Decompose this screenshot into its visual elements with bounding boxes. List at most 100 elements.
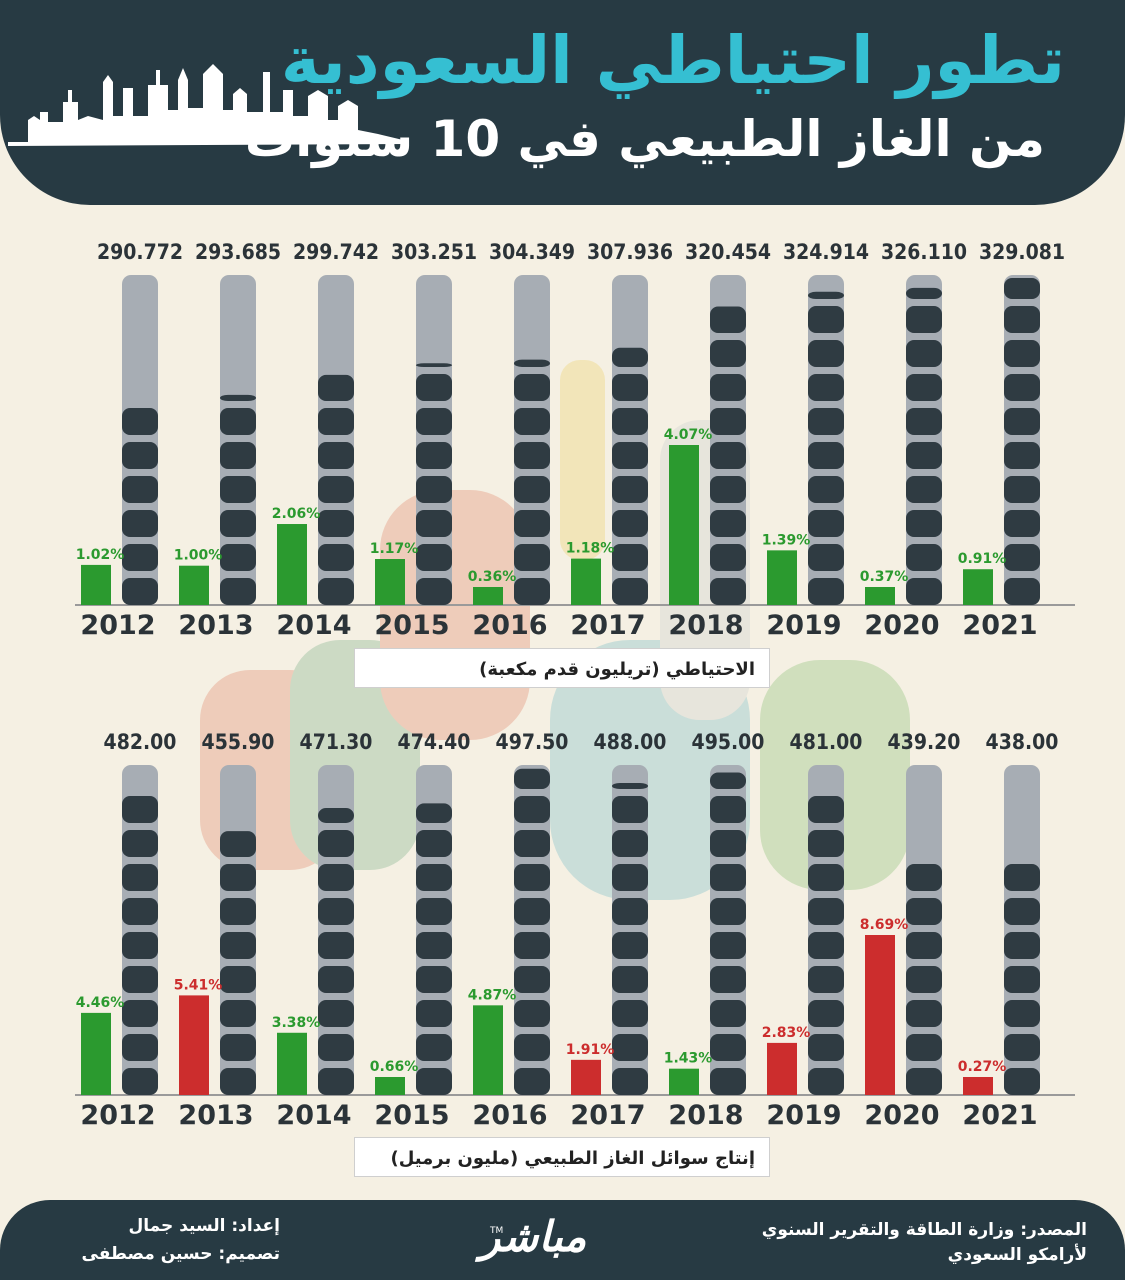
- value-label: 471.30: [300, 730, 373, 754]
- value-segment: [808, 442, 844, 469]
- value-segment: [710, 374, 746, 401]
- year-label: 2012: [80, 1100, 155, 1131]
- value-segment: [220, 544, 256, 571]
- value-segment: [1004, 966, 1040, 993]
- value-segment: [416, 864, 452, 891]
- value-segment: [318, 864, 354, 891]
- designed-by: تصميم: حسين مصطفى: [81, 1244, 281, 1264]
- value-segment: [122, 830, 158, 857]
- value-segment: [710, 306, 746, 333]
- value-segment: [122, 1068, 158, 1095]
- value-segment: [416, 363, 452, 367]
- value-segment: [1004, 1034, 1040, 1061]
- value-segment: [612, 932, 648, 959]
- value-segment: [122, 476, 158, 503]
- growth-bar: [865, 587, 895, 605]
- value-segment: [612, 442, 648, 469]
- value-segment: [514, 1068, 550, 1095]
- value-segment: [122, 1034, 158, 1061]
- ngl-production-chart: 482.00 4.46% 2012 455.90 5.41% 2013 471.30 3.38…: [75, 730, 1075, 1131]
- value-segment: [514, 476, 550, 503]
- year-label: 2015: [374, 1100, 449, 1131]
- value-segment: [1004, 408, 1040, 435]
- value-segment: [416, 830, 452, 857]
- reserves-axis-label: الاحتياطي (تريليون قدم مكعبة): [354, 648, 770, 688]
- value-segment: [514, 442, 550, 469]
- value-segment: [710, 510, 746, 537]
- value-segment: [1004, 476, 1040, 503]
- growth-label: 2.06%: [272, 506, 321, 522]
- value-segment: [808, 932, 844, 959]
- value-segment: [1004, 544, 1040, 571]
- value-label: 482.00: [104, 730, 177, 754]
- value-segment: [416, 408, 452, 435]
- value-segment: [1004, 1068, 1040, 1095]
- value-segment: [416, 898, 452, 925]
- value-segment: [808, 864, 844, 891]
- growth-bar: [81, 1012, 111, 1095]
- value-label: 307.936: [587, 240, 673, 264]
- growth-bar: [375, 559, 405, 605]
- year-label: 2020: [864, 1100, 939, 1131]
- value-segment: [416, 966, 452, 993]
- value-segment: [612, 578, 648, 605]
- growth-bar: [865, 935, 895, 1095]
- value-segment: [612, 544, 648, 571]
- value-segment: [318, 544, 354, 571]
- value-segment: [808, 544, 844, 571]
- value-segment: [318, 476, 354, 503]
- value-segment: [220, 1000, 256, 1027]
- page-subtitle: من الغاز الطبيعي في 10 سنوات: [244, 110, 1045, 168]
- value-segment: [318, 1034, 354, 1061]
- value-segment: [318, 932, 354, 959]
- growth-bar: [571, 558, 601, 605]
- growth-label: 3.38%: [272, 1015, 321, 1031]
- growth-label: 4.46%: [76, 995, 125, 1011]
- value-segment: [514, 864, 550, 891]
- value-label: 290.772: [97, 240, 183, 264]
- growth-bar: [767, 1042, 797, 1095]
- value-segment: [122, 408, 158, 435]
- value-segment: [612, 510, 648, 537]
- value-segment: [612, 476, 648, 503]
- value-segment: [318, 408, 354, 435]
- value-segment: [1004, 340, 1040, 367]
- value-segment: [612, 1068, 648, 1095]
- ngl-axis-label: إنتاج سوائل الغاز الطبيعي (مليون برميل): [354, 1137, 770, 1177]
- growth-bar: [277, 524, 307, 605]
- value-segment: [220, 864, 256, 891]
- growth-bar: [963, 569, 993, 605]
- value-segment: [1004, 898, 1040, 925]
- value-segment: [906, 374, 942, 401]
- mubasher-logo: مباشر: [480, 1212, 587, 1261]
- value-segment: [514, 796, 550, 823]
- value-segment: [416, 510, 452, 537]
- growth-bar: [571, 1059, 601, 1095]
- value-segment: [1004, 578, 1040, 605]
- riyadh-skyline-icon: [8, 64, 408, 146]
- value-segment: [1004, 306, 1040, 333]
- value-segment: [514, 966, 550, 993]
- growth-label: 4.07%: [664, 427, 713, 443]
- value-segment: [808, 966, 844, 993]
- trademark-mark: TM: [490, 1226, 504, 1236]
- value-segment: [808, 374, 844, 401]
- value-segment: [710, 966, 746, 993]
- value-segment: [416, 803, 452, 823]
- growth-label: 5.41%: [174, 977, 223, 993]
- value-segment: [808, 306, 844, 333]
- growth-bar: [669, 445, 699, 605]
- year-label: 2017: [570, 1100, 645, 1131]
- value-segment: [906, 966, 942, 993]
- value-segment: [612, 374, 648, 401]
- year-label: 2016: [472, 1100, 547, 1131]
- value-segment: [416, 374, 452, 401]
- growth-label: 0.91%: [958, 551, 1007, 567]
- value-label: 320.454: [685, 240, 771, 264]
- year-label: 2014: [276, 1100, 351, 1131]
- value-segment: [220, 966, 256, 993]
- year-label: 2016: [472, 610, 547, 641]
- growth-label: 0.27%: [958, 1059, 1007, 1075]
- value-label: 329.081: [979, 240, 1065, 264]
- value-segment: [220, 578, 256, 605]
